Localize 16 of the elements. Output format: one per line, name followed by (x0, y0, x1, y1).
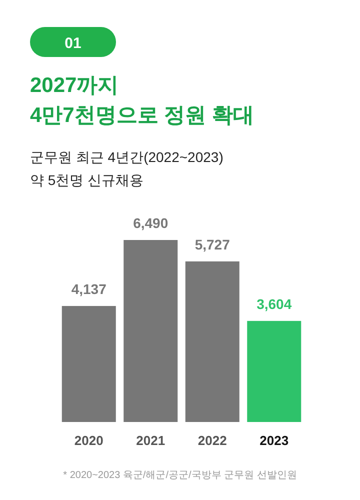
x-tick-label: 2022 (198, 433, 227, 448)
text: * 2020~2023 육군/해군/공군/국방부 군무원 선발인원 (63, 470, 297, 481)
data-label: 5,727 (194, 236, 230, 252)
x-tick-label: 2023 (260, 433, 289, 448)
chart-title: 2027까지 4만7천명으로 정원 확대 (30, 74, 254, 127)
bar (124, 240, 178, 422)
bar (62, 306, 116, 422)
data-label: 4,137 (71, 280, 107, 297)
chart-subtitle: 군무원 최근 4년간(2022~2023) 약 5천명 신규채용 (30, 149, 224, 188)
data-label: 3,604 (256, 296, 292, 312)
data-label: 6,490 (133, 215, 168, 231)
text: 01 (64, 35, 82, 52)
x-tick-label: 2021 (136, 433, 166, 448)
bar (185, 261, 240, 422)
x-tick-label: 2020 (74, 433, 104, 448)
bar (247, 320, 302, 422)
